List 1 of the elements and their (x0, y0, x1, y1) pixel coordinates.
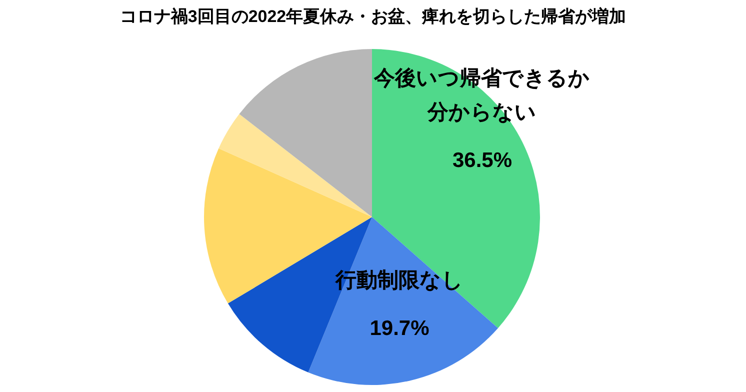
title: コロナ禍3回目の2022年夏休み・お盆、痺れを切らした帰省が増加 (120, 7, 626, 26)
